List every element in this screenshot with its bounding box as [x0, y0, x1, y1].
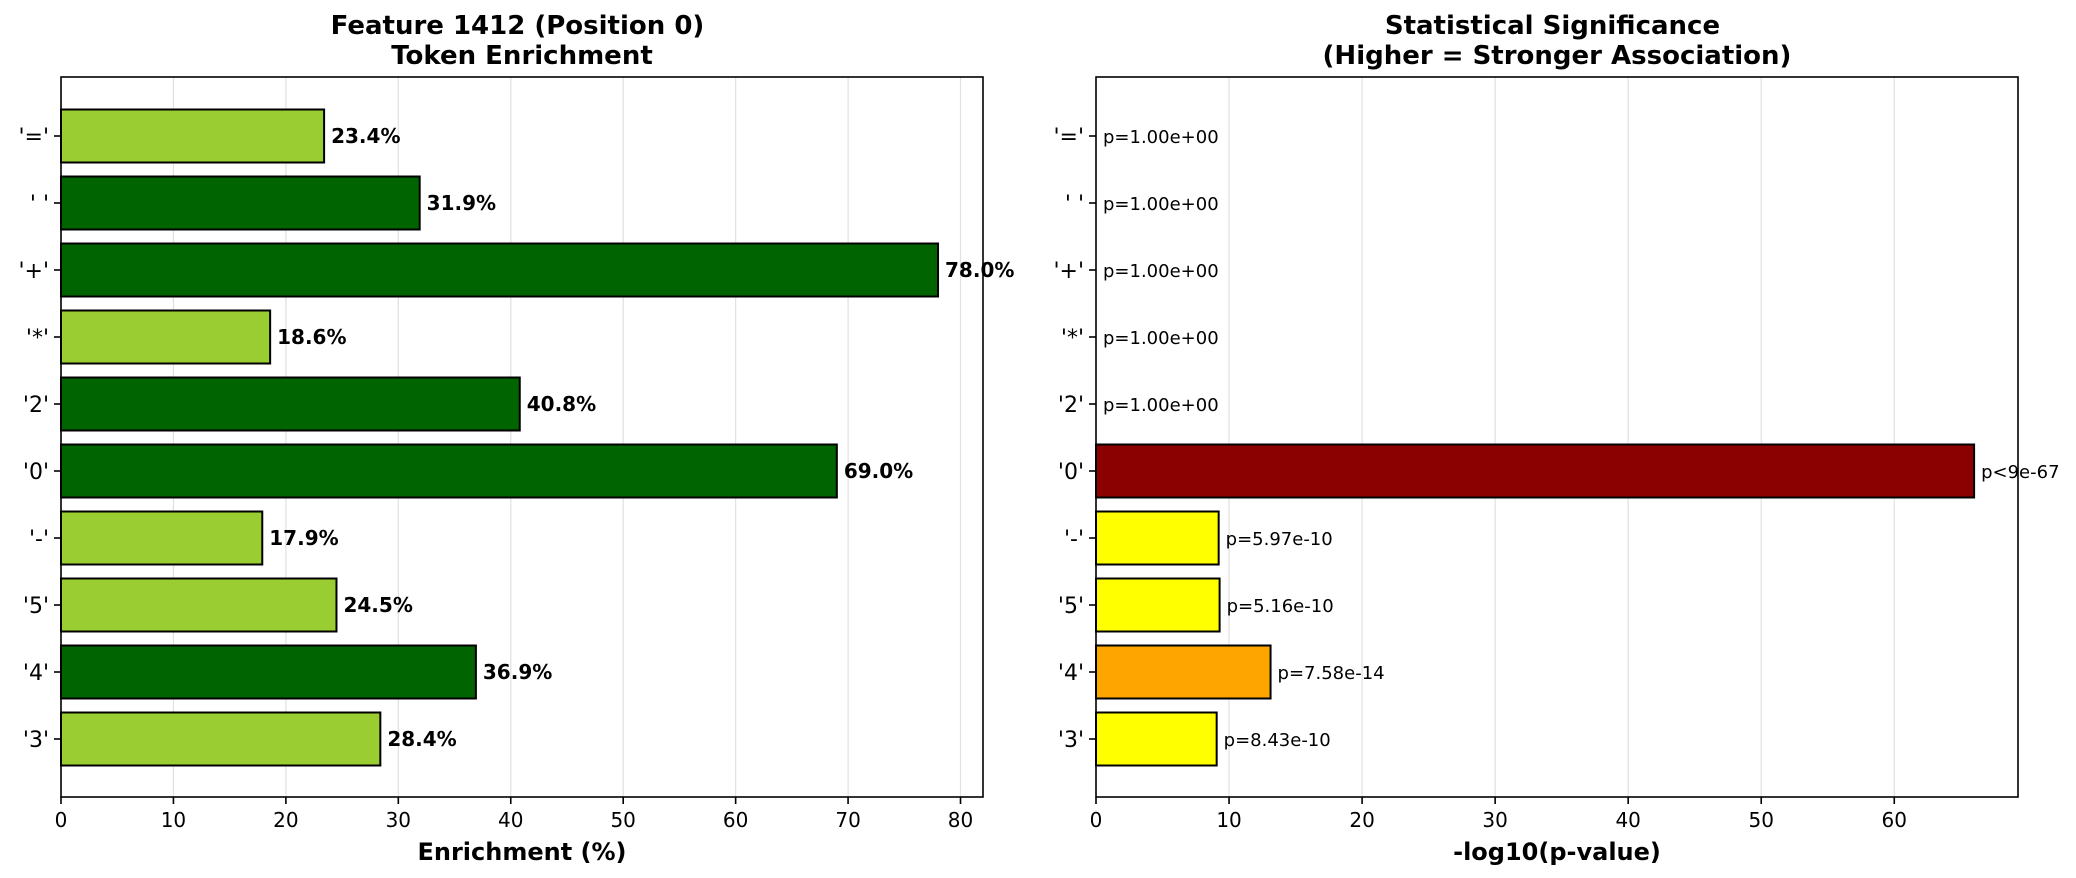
significance-bar [1095, 644, 1272, 700]
significance-y-ticks: '=' ' ' '+' '*' '2' '0' '-' '5' '4' '3' [1053, 125, 1096, 753]
enrichment-bar [60, 577, 338, 633]
enrichment-data-label: 69.0% [844, 459, 913, 483]
significance-bar [1095, 577, 1221, 633]
enrichment-y-tick-label: '5' [23, 594, 49, 619]
enrichment-x-tick-label: 80 [948, 808, 973, 832]
enrichment-data-label: 40.8% [527, 392, 596, 416]
significance-data-label: p=7.58e-14 [1278, 663, 1385, 684]
significance-chart-title-line-1: Statistical Significance [1385, 11, 1720, 41]
enrichment-y-tick-label: '*' [26, 326, 49, 351]
significance-y-tick-label: '5' [1058, 594, 1084, 619]
significance-data-label: p=1.00e+00 [1103, 194, 1219, 215]
enrichment-y-ticks: '=' ' ' '+' '*' '2' '0' '-' '5' '4' '3' [18, 125, 61, 753]
enrichment-chart: Feature 1412 (Position 0) Token Enrichme… [18, 11, 1014, 866]
significance-bar [1095, 443, 1976, 499]
enrichment-data-label: 23.4% [331, 124, 400, 148]
enrichment-x-tick-label: 0 [55, 808, 68, 832]
enrichment-bar [60, 443, 838, 499]
enrichment-bars [60, 108, 940, 767]
enrichment-bar [60, 644, 477, 700]
significance-chart-title-line-2: (Higher = Stronger Association) [1323, 41, 1792, 71]
enrichment-y-tick-label: '+' [18, 259, 49, 284]
enrichment-data-label: 78.0% [945, 258, 1014, 282]
enrichment-bar [60, 242, 940, 298]
significance-x-tick-label: 60 [1882, 808, 1907, 832]
significance-x-tick-label: 20 [1349, 808, 1374, 832]
enrichment-chart-title: Feature 1412 (Position 0) Token Enrichme… [331, 11, 714, 71]
significance-x-ticks: 0 10 20 30 40 50 60 [1090, 797, 1907, 832]
enrichment-bar [60, 108, 326, 164]
enrichment-bar [60, 309, 272, 365]
significance-x-axis-label: -log10(p-value) [1453, 838, 1661, 866]
significance-y-tick-label: '3' [1058, 728, 1084, 753]
significance-chart-title: Statistical Significance (Higher = Stron… [1323, 11, 1792, 71]
enrichment-y-tick-label: '2' [23, 393, 49, 418]
significance-bar [1095, 711, 1218, 767]
significance-data-label: p=1.00e+00 [1103, 261, 1219, 282]
enrichment-x-tick-label: 70 [835, 808, 860, 832]
significance-y-tick-label: '+' [1053, 259, 1084, 284]
significance-data-label: p=1.00e+00 [1103, 395, 1219, 416]
enrichment-data-labels: 23.4% 31.9% 78.0% 18.6% 40.8% 69.0% 17.9% 24.5%… [269, 124, 1014, 751]
enrichment-x-tick-label: 10 [161, 808, 186, 832]
enrichment-x-tick-label: 60 [723, 808, 748, 832]
enrichment-data-label: 18.6% [277, 325, 346, 349]
enrichment-y-tick-label: ' ' [30, 192, 49, 217]
significance-x-tick-label: 50 [1748, 808, 1773, 832]
enrichment-x-tick-label: 40 [498, 808, 523, 832]
significance-y-tick-label: '=' [1053, 125, 1084, 150]
significance-x-tick-label: 10 [1216, 808, 1241, 832]
enrichment-bar [60, 175, 421, 231]
significance-bar [1095, 510, 1220, 566]
enrichment-y-tick-label: '3' [23, 728, 49, 753]
enrichment-chart-title-line-2: Token Enrichment [391, 41, 653, 71]
enrichment-data-label: 24.5% [343, 593, 412, 617]
enrichment-y-tick-label: '0' [23, 460, 49, 485]
enrichment-data-label: 28.4% [387, 727, 456, 751]
enrichment-x-ticks: 0 10 20 30 40 50 60 70 80 [55, 797, 973, 832]
enrichment-x-tick-label: 20 [273, 808, 298, 832]
significance-y-tick-label: '0' [1058, 460, 1084, 485]
enrichment-y-tick-label: '4' [23, 661, 49, 686]
significance-data-label: p<9e-67 [1981, 462, 2059, 483]
significance-data-label: p=8.43e-10 [1224, 730, 1331, 751]
significance-x-tick-label: 40 [1615, 808, 1640, 832]
enrichment-data-label: 17.9% [269, 526, 338, 550]
enrichment-x-tick-label: 50 [610, 808, 635, 832]
significance-y-tick-label: '*' [1061, 326, 1084, 351]
enrichment-bar [60, 376, 521, 432]
enrichment-x-tick-label: 30 [386, 808, 411, 832]
enrichment-axes-frame [60, 76, 984, 798]
significance-data-labels: p=1.00e+00 p=1.00e+00 p=1.00e+00 p=1.00e+00… [1103, 127, 2060, 751]
enrichment-bar [60, 510, 264, 566]
significance-data-label: p=1.00e+00 [1103, 328, 1219, 349]
significance-data-label: p=5.97e-10 [1226, 529, 1333, 550]
significance-x-tick-label: 0 [1090, 808, 1103, 832]
significance-y-tick-label: ' ' [1065, 192, 1084, 217]
significance-axes-frame [1095, 76, 2019, 798]
enrichment-bar [60, 711, 382, 767]
significance-data-label: p=1.00e+00 [1103, 127, 1219, 148]
enrichment-data-label: 36.9% [483, 660, 552, 684]
enrichment-x-axis-label: Enrichment (%) [417, 838, 626, 866]
enrichment-y-tick-label: '=' [18, 125, 49, 150]
enrichment-data-label: 31.9% [427, 191, 496, 215]
significance-y-tick-label: '4' [1058, 661, 1084, 686]
enrichment-chart-title-line-1: Feature 1412 (Position 0) [331, 11, 705, 41]
significance-data-label: p=5.16e-10 [1227, 596, 1334, 617]
enrichment-y-tick-label: '-' [29, 527, 49, 552]
significance-y-tick-label: '2' [1058, 393, 1084, 418]
significance-chart: Statistical Significance (Higher = Stron… [1053, 11, 2059, 866]
significance-x-tick-label: 30 [1482, 808, 1507, 832]
significance-y-tick-label: '-' [1064, 527, 1084, 552]
significance-bars [1095, 443, 1976, 767]
